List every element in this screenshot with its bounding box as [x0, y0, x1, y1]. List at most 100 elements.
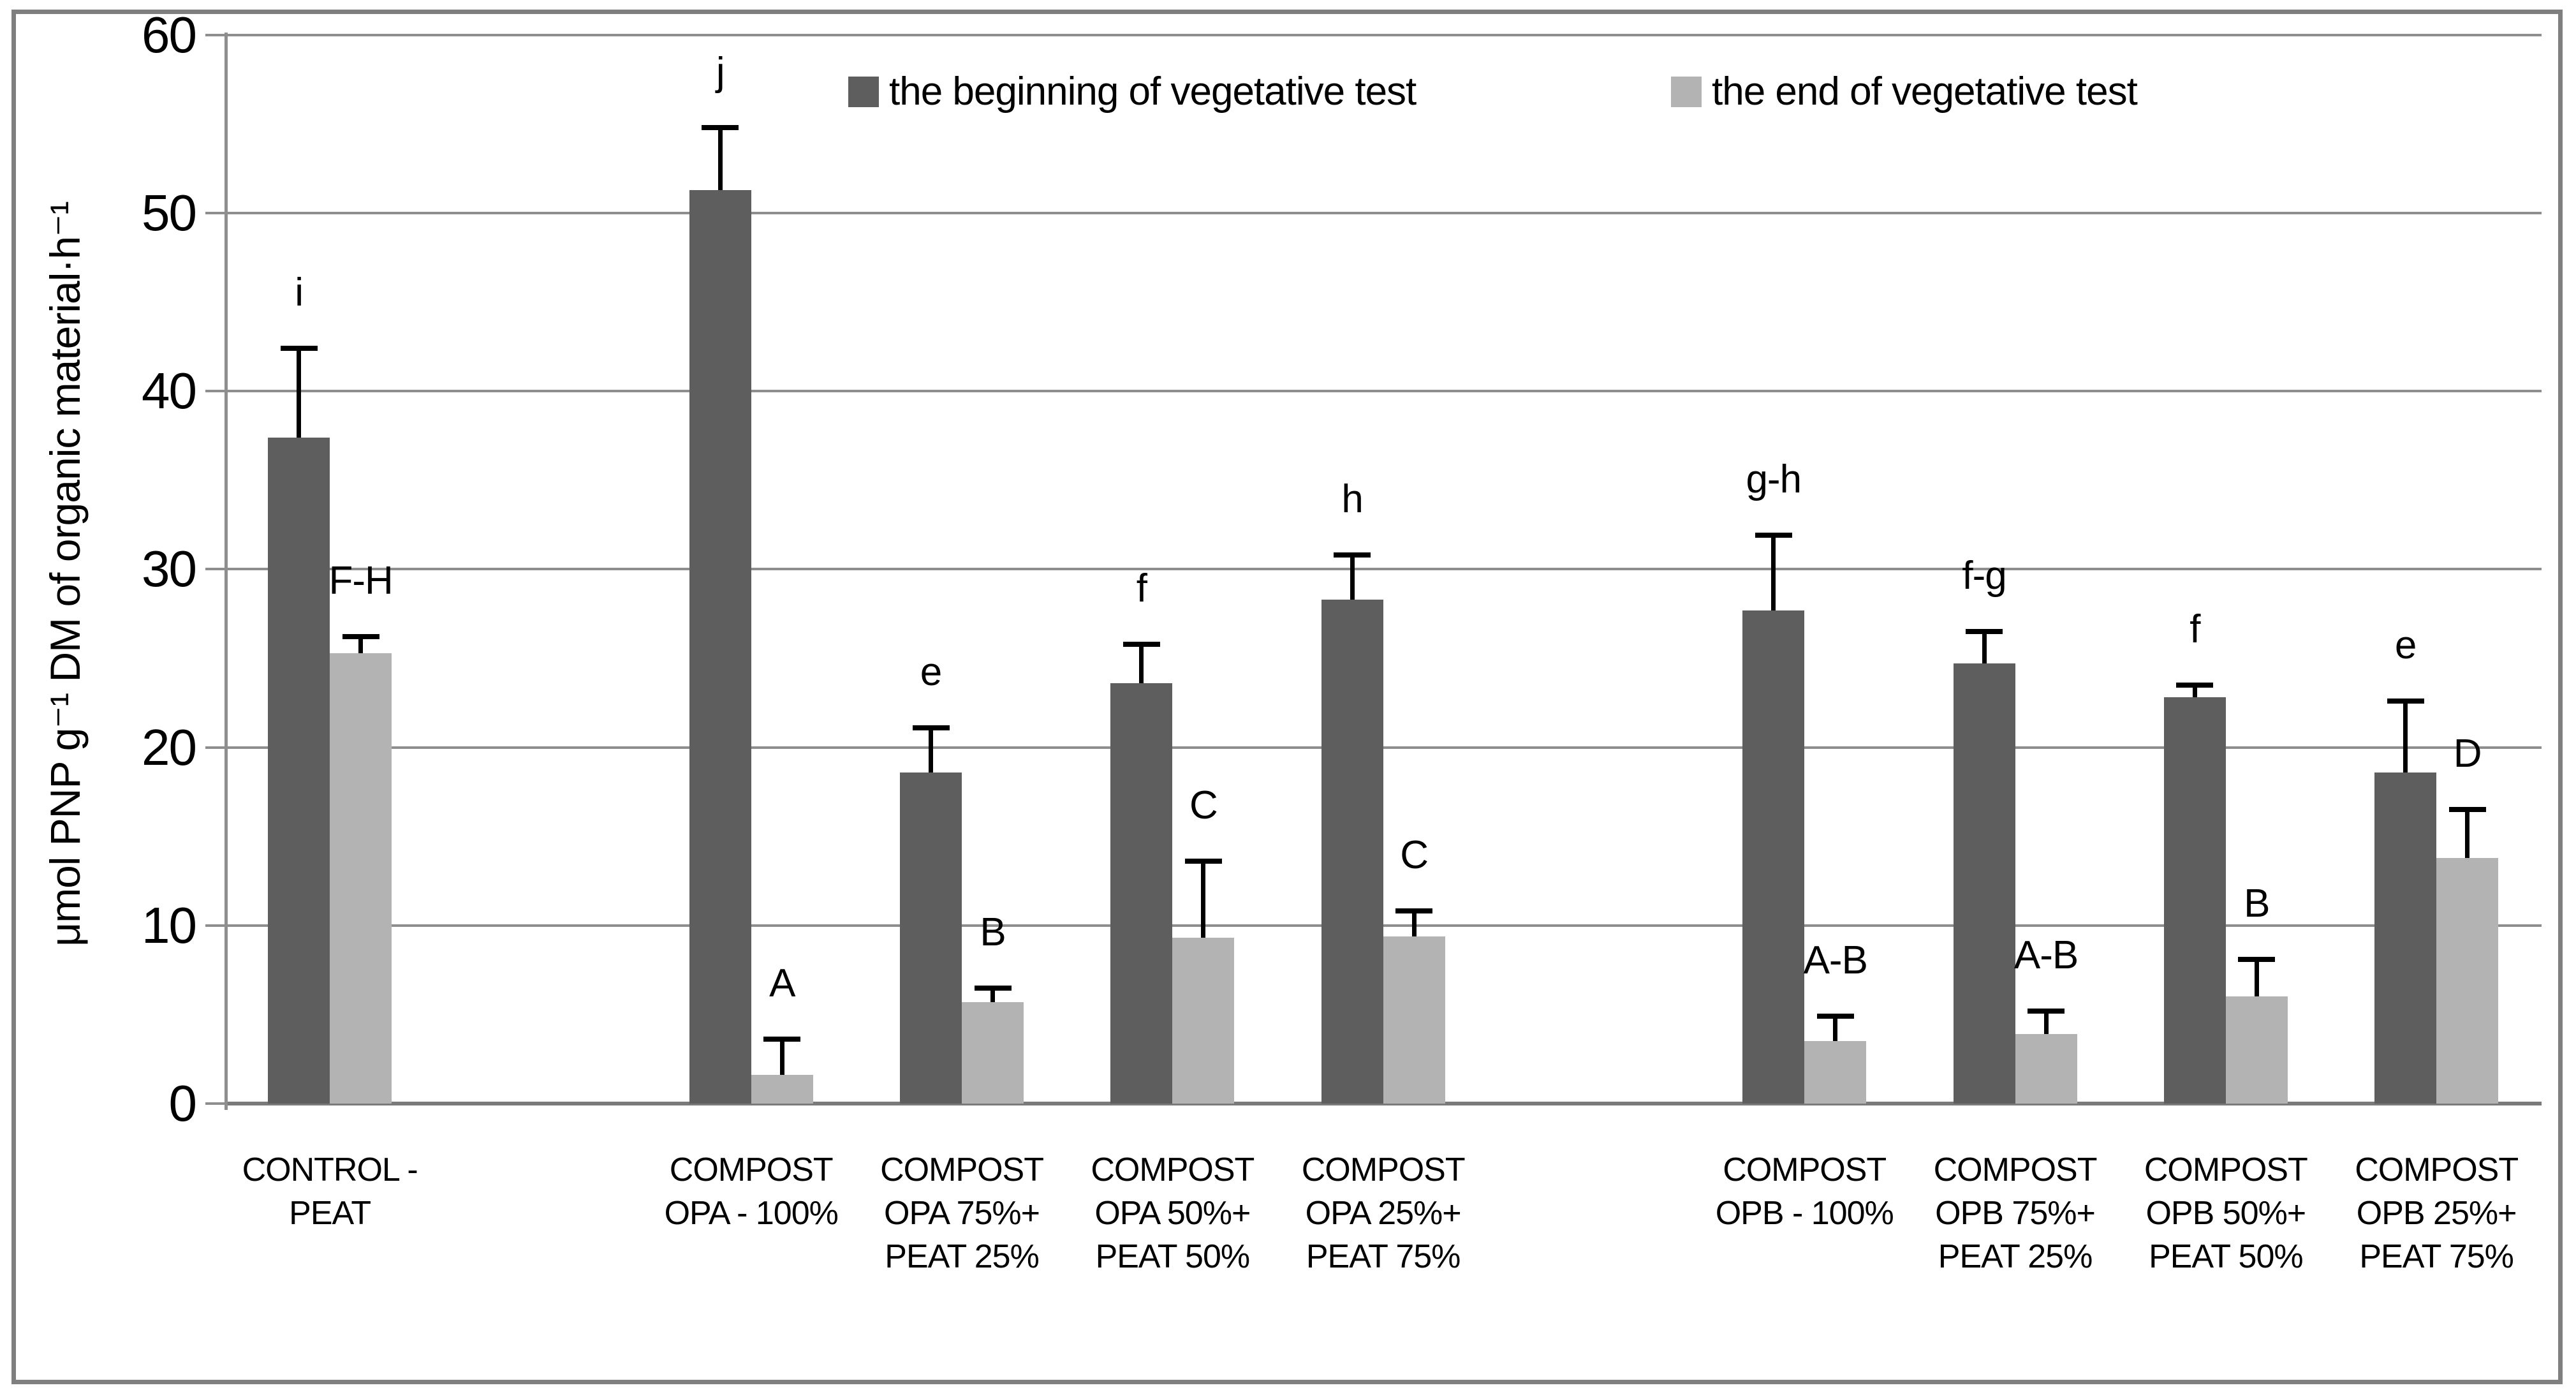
significance-letter: i [295, 270, 304, 315]
bar-begin-6 [1953, 663, 2015, 1104]
error-bar-cap [2448, 807, 2486, 813]
legend-label: the end of vegetative test [1712, 70, 2138, 114]
category-label-0: CONTROL - PEAT [242, 1151, 418, 1232]
bar-begin-2 [900, 772, 962, 1104]
figure-frame [11, 10, 2563, 1384]
significance-letter: B [2244, 881, 2270, 926]
y-axis-tick-label-20: 20 [142, 718, 197, 776]
y-axis-tick-label-50: 50 [142, 184, 197, 241]
category-label-1: COMPOST OPA - 100% [664, 1151, 839, 1232]
error-bar-cap [1184, 859, 1222, 864]
category-label-4: COMPOST OPA 25%+ PEAT 75% [1301, 1151, 1466, 1275]
error-bar-cap [974, 985, 1012, 991]
x-axis-line [224, 1102, 2542, 1105]
error-bar-line [1201, 861, 1206, 938]
gridline-50 [224, 212, 2542, 214]
bar-end-8 [2436, 857, 2499, 1104]
error-bar-cap [342, 634, 379, 640]
bar-end-6 [2015, 1034, 2077, 1104]
y-axis-tick-label-60: 60 [142, 6, 197, 63]
significance-letter: f [2190, 607, 2200, 651]
bar-end-2 [962, 1002, 1024, 1104]
y-axis-tick-10 [205, 924, 224, 927]
significance-letter: C [1189, 783, 1218, 828]
category-label-5: COMPOST OPB - 100% [1715, 1151, 1894, 1232]
category-label-2: COMPOST OPA 75%+ PEAT 25% [880, 1151, 1044, 1275]
error-bar-line [358, 637, 364, 653]
error-bar-line [1982, 632, 1987, 664]
y-axis-tick-20 [205, 746, 224, 749]
error-bar-cap [2028, 1008, 2065, 1014]
significance-letter: e [2394, 623, 2417, 667]
bar-begin-8 [2374, 772, 2437, 1104]
significance-letter: C [1400, 833, 1429, 878]
error-bar-cap [1755, 533, 1792, 538]
error-bar-line [2403, 701, 2408, 772]
gridline-30 [224, 568, 2542, 571]
bar-begin-1 [689, 189, 751, 1104]
gridline-40 [224, 390, 2542, 393]
y-axis-tick-50 [205, 212, 224, 214]
error-bar-cap [280, 346, 318, 351]
y-axis-tick-label-30: 30 [142, 540, 197, 598]
significance-letter: g-h [1746, 457, 1802, 502]
significance-letter: f-g [1962, 554, 2006, 598]
error-bar-line [779, 1039, 784, 1075]
legend-label: the beginning of vegetative test [889, 70, 1417, 114]
significance-letter: A [769, 961, 795, 1006]
error-bar-line [1350, 555, 1355, 600]
significance-letter: f [1136, 566, 1147, 610]
bar-begin-7 [2163, 697, 2226, 1104]
bar-end-0 [330, 653, 392, 1104]
error-bar-line [1411, 911, 1417, 936]
error-bar-cap [1816, 1014, 1854, 1019]
bar-end-3 [1172, 938, 1235, 1104]
category-label-8: COMPOST OPB 25%+ PEAT 75% [2355, 1151, 2519, 1275]
legend-swatch-end [1671, 77, 1702, 107]
error-bar-line [1139, 644, 1144, 684]
significance-letter: F-H [328, 559, 393, 603]
error-bar-cap [2387, 698, 2424, 704]
category-label-6: COMPOST OPB 75%+ PEAT 25% [1933, 1151, 2098, 1275]
gridline-60 [224, 33, 2542, 36]
legend-item-end: the end of vegetative test [1671, 70, 2138, 114]
error-bar-cap [702, 124, 739, 130]
y-axis-tick-label-0: 0 [168, 1075, 198, 1132]
y-axis-tick-40 [205, 390, 224, 393]
legend-swatch-begin [848, 77, 879, 107]
bar-begin-0 [268, 437, 330, 1104]
significance-letter: h [1341, 477, 1363, 522]
error-bar-line [2043, 1010, 2049, 1035]
significance-letter: e [920, 649, 942, 694]
bar-begin-4 [1321, 599, 1383, 1104]
bar-end-5 [1804, 1041, 1867, 1104]
category-label-7: COMPOST OPB 50%+ PEAT 50% [2144, 1151, 2308, 1275]
significance-letter: A-B [2013, 933, 2079, 977]
error-bar-cap [1122, 641, 1160, 647]
bar-begin-5 [1742, 610, 1805, 1104]
error-bar-line [718, 127, 723, 190]
bar-end-1 [751, 1075, 813, 1104]
legend-item-begin: the beginning of vegetative test [848, 70, 1417, 114]
bar-end-7 [2225, 996, 2288, 1104]
error-bar-cap [1395, 908, 1433, 914]
significance-letter: j [716, 49, 725, 94]
error-bar-cap [912, 725, 950, 730]
y-axis-tick-30 [205, 568, 224, 571]
error-bar-cap [2238, 956, 2276, 962]
significance-letter: B [980, 910, 1006, 954]
error-bar-cap [763, 1037, 801, 1042]
y-axis-tick-label-40: 40 [142, 362, 197, 420]
error-bar-line [2254, 959, 2259, 997]
error-bar-line [1833, 1016, 1838, 1042]
y-axis-line [224, 33, 228, 1110]
error-bar-line [929, 727, 934, 772]
bar-end-4 [1383, 936, 1445, 1104]
significance-letter: A-B [1803, 938, 1868, 983]
error-bar-line [2465, 809, 2470, 858]
error-bar-line [990, 987, 996, 1002]
error-bar-cap [2176, 682, 2214, 688]
error-bar-cap [1334, 552, 1371, 558]
